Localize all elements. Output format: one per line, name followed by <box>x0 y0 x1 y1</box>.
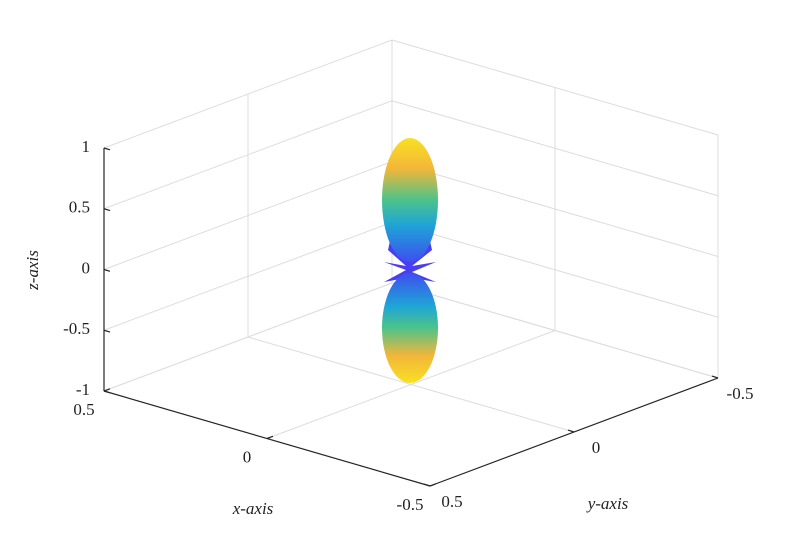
z-tick <box>103 390 111 394</box>
x-axis-label: x-axis <box>232 499 274 518</box>
z-tick-label: 0 <box>82 258 91 277</box>
x-tick-label: 0 <box>243 447 252 466</box>
z-tick <box>103 147 111 151</box>
y-tick <box>423 483 431 487</box>
surface <box>382 138 438 383</box>
z-tick <box>103 268 111 272</box>
z-tick-label: 1 <box>82 137 91 156</box>
z-tick-label: -0.5 <box>63 319 90 338</box>
y-tick <box>567 429 575 433</box>
x-tick <box>429 483 437 487</box>
z-tick-label: -1 <box>76 380 90 399</box>
z-tick <box>103 208 111 212</box>
x-tick-label: 0.5 <box>73 400 94 419</box>
grid-line <box>391 282 719 379</box>
grid-line <box>247 336 575 433</box>
z-tick-label: 0.5 <box>69 198 90 217</box>
y-tick-label: 0 <box>592 438 601 457</box>
y-axis-label: y-axis <box>586 494 629 513</box>
axis-layer: -0.500.5-0.500.5-1-0.500.51 <box>63 137 753 514</box>
x-tick <box>266 435 274 440</box>
z-tick <box>103 329 111 333</box>
y-tick <box>711 375 719 379</box>
y-tick-label: 0.5 <box>441 492 462 511</box>
lower-lobe <box>382 273 438 383</box>
y-tick-label: -0.5 <box>727 384 754 403</box>
x-tick <box>103 388 111 392</box>
z-axis-label: z-axis <box>23 250 42 291</box>
x-tick-label: -0.5 <box>397 495 424 514</box>
upper-lobe <box>382 138 438 262</box>
